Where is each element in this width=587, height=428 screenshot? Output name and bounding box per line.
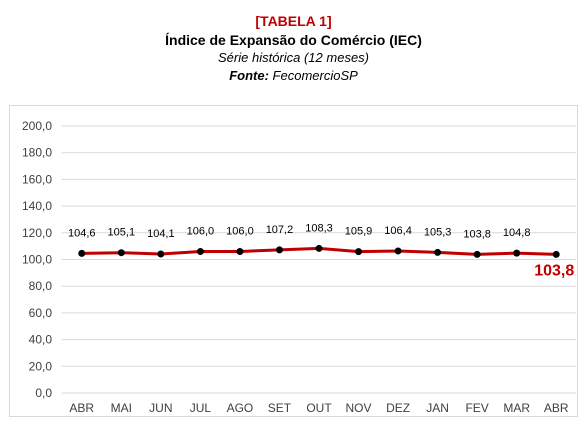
y-tick-label: 140,0 [22,199,52,213]
y-tick-label: 80,0 [29,279,53,293]
source-label: Fonte: [229,68,269,83]
x-tick-label: JUN [149,401,172,415]
data-label: 103,8 [463,228,491,240]
data-label: 108,3 [305,222,333,234]
data-point [157,250,165,258]
y-tick-label: 40,0 [29,333,53,347]
y-tick-label: 100,0 [22,253,52,267]
x-tick-label: MAR [503,401,530,415]
x-tick-label: FEV [465,401,488,415]
x-tick-label: SET [268,401,292,415]
x-tick-label: JAN [426,401,449,415]
data-label-highlight: 103,8 [534,262,574,279]
chart-title: Índice de Expansão do Comércio (IEC) [165,32,422,48]
x-tick-label: ABR [69,401,94,415]
data-label: 105,1 [108,227,136,239]
chart-subtitle: Série histórica (12 meses) [218,50,369,65]
data-point [434,248,442,256]
x-tick-label: MAI [111,401,132,415]
data-point [78,249,86,257]
y-tick-label: 60,0 [29,306,53,320]
data-point [117,249,125,257]
x-tick-label: ABR [544,401,569,415]
data-label: 106,4 [384,225,412,237]
data-label: 104,1 [147,228,175,240]
data-point [275,246,283,254]
x-tick-label: DEZ [386,401,410,415]
x-tick-label: JUL [190,401,212,415]
data-label: 104,8 [503,227,531,239]
x-tick-label: AGO [227,401,254,415]
chart-source: Fonte: FecomercioSP [0,68,587,83]
source-value: FecomercioSP [272,68,358,83]
data-point [394,247,402,255]
y-tick-label: 20,0 [29,359,53,373]
data-point [315,244,323,252]
data-label: 106,0 [187,225,215,237]
data-label: 107,2 [266,224,294,236]
data-point [355,248,363,256]
data-point [236,247,244,255]
data-point [196,247,204,255]
y-tick-label: 0,0 [35,386,52,400]
data-point [513,249,521,257]
y-tick-label: 160,0 [22,172,52,186]
y-tick-label: 180,0 [22,146,52,160]
data-label: 105,9 [345,226,373,238]
data-label: 104,6 [68,227,96,239]
x-tick-label: OUT [306,401,332,415]
data-point [473,250,481,258]
y-tick-label: 120,0 [22,226,52,240]
chart-area [9,105,578,417]
data-label: 105,3 [424,226,452,238]
y-tick-label: 200,0 [22,119,52,133]
table-tag: [TABELA 1] [255,13,332,29]
data-point [552,250,560,258]
x-tick-label: NOV [346,401,372,415]
data-label: 106,0 [226,225,254,237]
